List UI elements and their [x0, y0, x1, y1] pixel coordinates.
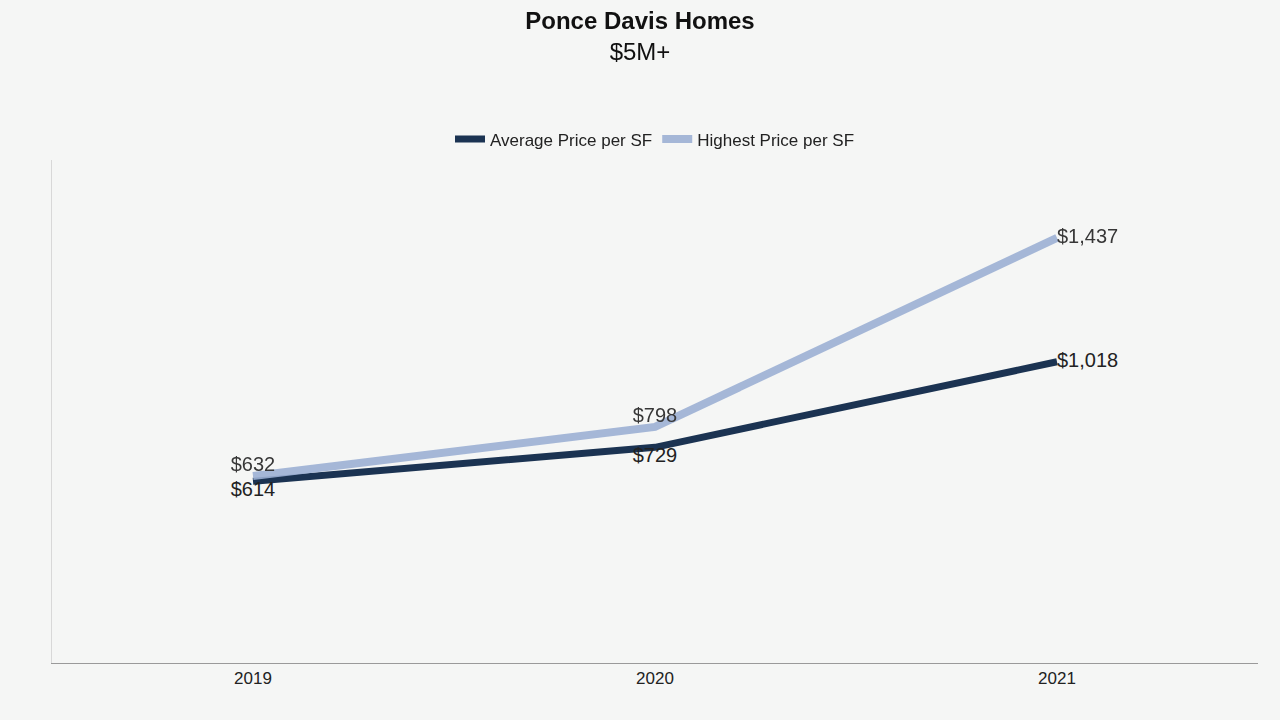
svg-text:$798: $798 — [633, 404, 678, 426]
svg-text:Average Price per SF: Average Price per SF — [490, 131, 652, 150]
svg-text:$1,018: $1,018 — [1057, 349, 1118, 371]
svg-text:Highest Price per SF: Highest Price per SF — [697, 131, 854, 150]
svg-text:$614: $614 — [231, 478, 276, 500]
svg-text:$632: $632 — [231, 453, 276, 475]
svg-text:$729: $729 — [633, 444, 678, 466]
svg-text:$1,437: $1,437 — [1057, 225, 1118, 247]
svg-text:2020: 2020 — [636, 669, 674, 688]
svg-text:2021: 2021 — [1038, 669, 1076, 688]
svg-text:Ponce Davis Homes$5M+: Ponce Davis Homes$5M+ — [525, 7, 754, 65]
svg-text:2019: 2019 — [234, 669, 272, 688]
